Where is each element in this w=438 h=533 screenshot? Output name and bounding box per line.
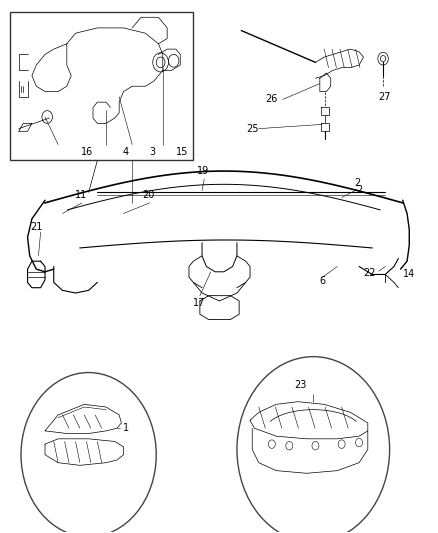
Text: 4: 4 — [122, 147, 128, 157]
Text: 26: 26 — [265, 94, 277, 104]
Text: 2: 2 — [353, 178, 359, 188]
Circle shape — [22, 374, 155, 533]
Text: 15: 15 — [176, 147, 188, 157]
Text: 19: 19 — [197, 166, 209, 176]
Text: 25: 25 — [245, 124, 258, 134]
Text: 16: 16 — [81, 147, 93, 157]
Text: 11: 11 — [75, 190, 87, 200]
Circle shape — [237, 358, 388, 533]
Text: 17: 17 — [192, 298, 205, 308]
Text: 27: 27 — [377, 92, 390, 102]
Text: 23: 23 — [293, 379, 306, 390]
Text: 14: 14 — [402, 270, 414, 279]
Text: 1: 1 — [122, 423, 128, 433]
Text: 22: 22 — [363, 268, 375, 278]
Text: 2: 2 — [355, 184, 361, 195]
Text: 21: 21 — [30, 222, 42, 232]
Text: 20: 20 — [142, 190, 155, 200]
FancyBboxPatch shape — [10, 12, 193, 160]
Text: 3: 3 — [148, 147, 155, 157]
Text: 6: 6 — [318, 276, 324, 286]
